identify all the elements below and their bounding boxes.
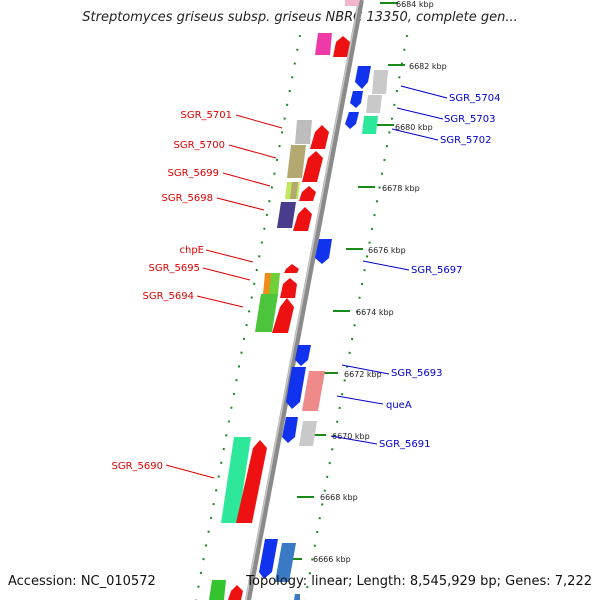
gene-bar[interactable] — [275, 543, 296, 582]
callout-line — [222, 172, 271, 187]
gene-bar[interactable] — [294, 594, 300, 600]
gene-bar[interactable] — [277, 202, 296, 228]
gene-arrow[interactable] — [293, 207, 312, 231]
kbp-label: 6666 kbp — [313, 555, 351, 564]
gene-label[interactable]: SGR_5704 — [449, 93, 501, 104]
left-genes — [209, 0, 360, 600]
kbp-label: 6674 kbp — [356, 308, 394, 317]
gene-arrow[interactable] — [228, 585, 243, 600]
gene-label[interactable]: SGR_5695 — [149, 263, 201, 274]
gene-bar[interactable] — [299, 421, 317, 446]
gene-label[interactable]: SGR_5691 — [379, 439, 431, 450]
gene-bar[interactable] — [255, 294, 278, 332]
gene-arrow[interactable] — [272, 298, 294, 333]
right-genes — [259, 66, 388, 600]
gene-label[interactable]: chpE — [179, 245, 204, 256]
gene-bar[interactable] — [209, 580, 226, 600]
callout-line — [400, 85, 448, 99]
kbp-label: 6672 kbp — [344, 370, 382, 379]
gene-arrow[interactable] — [295, 345, 311, 366]
callout-line — [202, 267, 251, 281]
callout-line — [216, 197, 265, 211]
gene-label[interactable]: SGR_5697 — [411, 265, 463, 276]
gene-arrow[interactable] — [333, 36, 350, 57]
gene-arrow[interactable] — [259, 539, 278, 579]
right-callouts — [330, 85, 448, 445]
gene-arrow[interactable] — [315, 239, 332, 264]
gene-bar[interactable] — [372, 70, 388, 94]
kbp-label: 6668 kbp — [320, 493, 358, 502]
callout-line — [362, 260, 410, 271]
kbp-label: 6684 kbp — [396, 0, 434, 9]
map-title: Streptomyces griseus subsp. griseus NBRC… — [82, 10, 518, 25]
callout-line — [205, 249, 254, 263]
gene-arrow[interactable] — [345, 112, 359, 129]
kbp-label: 6678 kbp — [382, 184, 420, 193]
kbp-label: 6670 kbp — [332, 432, 370, 441]
gene-arrow[interactable] — [284, 264, 299, 273]
callout-line — [165, 464, 215, 479]
gene-label[interactable]: SGR_5693 — [391, 368, 443, 379]
callout-line — [391, 128, 439, 141]
genome-axis-highlight — [245, 0, 360, 600]
gene-label[interactable]: SGR_5690 — [112, 461, 164, 472]
gene-label[interactable]: SGR_5702 — [440, 135, 492, 146]
gene-arrow[interactable] — [350, 91, 363, 108]
gene-label[interactable]: SGR_5699 — [168, 168, 220, 179]
kbp-label: 6682 kbp — [409, 62, 447, 71]
gene-bar[interactable] — [366, 95, 382, 113]
callout-line — [330, 435, 378, 445]
gene-bar[interactable] — [302, 371, 325, 411]
topology-info: Topology: linear; Length: 8,545,929 bp; … — [246, 574, 592, 589]
gene-arrow[interactable] — [302, 151, 323, 182]
gene-arrow[interactable] — [280, 278, 297, 298]
gene-bar[interactable] — [287, 145, 306, 178]
gene-bar[interactable] — [290, 182, 298, 199]
gene-arrow[interactable] — [282, 417, 298, 443]
gene-label[interactable]: queA — [386, 400, 412, 411]
gene-bar[interactable] — [315, 33, 332, 55]
gene-bar[interactable] — [295, 120, 312, 144]
gene-arrow[interactable] — [299, 186, 316, 201]
gene-label[interactable]: SGR_5698 — [162, 193, 214, 204]
gene-bar[interactable] — [362, 116, 378, 134]
gene-label[interactable]: SGR_5701 — [181, 110, 233, 121]
gene-bar[interactable] — [221, 437, 251, 523]
gene-bar[interactable] — [345, 0, 360, 6]
gene-arrow[interactable] — [310, 125, 329, 149]
gene-arrow[interactable] — [355, 66, 371, 89]
callout-line — [196, 295, 244, 308]
callout-line — [396, 107, 444, 120]
callout-line — [235, 114, 283, 129]
gene-label[interactable]: SGR_5700 — [174, 140, 226, 151]
callout-line — [341, 364, 390, 375]
gene-bar[interactable] — [269, 273, 280, 294]
genome-axis — [245, 0, 364, 600]
gene-arrow[interactable] — [286, 367, 306, 409]
left-callouts — [165, 114, 283, 479]
callout-line — [336, 395, 384, 405]
kbp-label: 6676 kbp — [368, 246, 406, 255]
callout-line — [228, 144, 277, 159]
gene-label[interactable]: SGR_5694 — [143, 291, 195, 302]
kbp-label: 6680 kbp — [395, 123, 433, 132]
gene-arrow[interactable] — [236, 440, 267, 523]
gene-label[interactable]: SGR_5703 — [444, 114, 496, 125]
accession-info: Accession: NC_010572 — [8, 574, 156, 589]
